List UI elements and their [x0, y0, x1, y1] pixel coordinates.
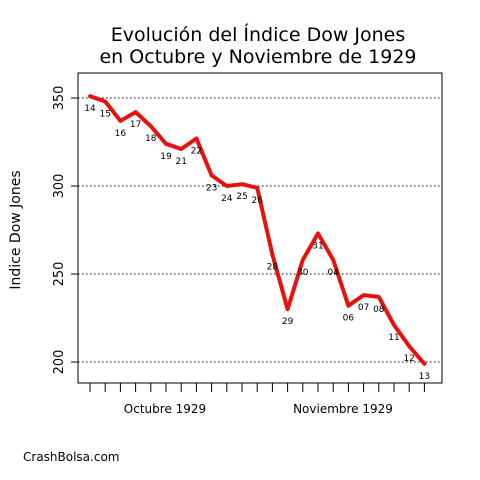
- point-label-14: 14: [84, 104, 96, 114]
- point-label-30: 30: [297, 268, 309, 278]
- point-label-29: 29: [282, 317, 294, 327]
- point-label-15: 15: [99, 110, 110, 120]
- point-label-26: 26: [251, 196, 263, 206]
- point-label-12: 12: [403, 354, 414, 364]
- point-label-31: 31: [312, 242, 323, 252]
- source-credit: CrashBolsa.com: [23, 450, 120, 464]
- point-label-13: 13: [419, 372, 430, 382]
- month-label-november: Noviembre 1929: [293, 402, 393, 416]
- y-tick-label-300: 300: [52, 174, 67, 199]
- chart-title-line-2: en Octubre y Noviembre de 1929: [99, 46, 416, 68]
- point-label-28: 28: [267, 263, 279, 273]
- point-label-19: 19: [160, 152, 172, 162]
- series-dow-jones: [88, 94, 427, 366]
- point-label-21: 21: [175, 157, 186, 167]
- point-label-07: 07: [358, 303, 369, 313]
- point-label-22: 22: [191, 146, 202, 156]
- point-label-23: 23: [206, 183, 217, 193]
- point-label-11: 11: [388, 333, 399, 343]
- point-label-06: 06: [343, 314, 355, 324]
- point-label-25: 25: [236, 192, 247, 202]
- point-label-24: 24: [221, 194, 233, 204]
- series-line: [88, 94, 427, 366]
- point-label-17: 17: [130, 120, 141, 130]
- point-label-04: 04: [327, 268, 339, 278]
- point-label-18: 18: [145, 134, 157, 144]
- plot-frame: [77, 72, 443, 384]
- point-label-08: 08: [373, 305, 385, 315]
- y-tick-label-350: 350: [52, 86, 67, 111]
- gridlines: [78, 97, 442, 363]
- y-tick-label-200: 200: [52, 350, 67, 375]
- chart-title-line-1: Evolución del Índice Dow Jones: [111, 23, 406, 46]
- month-label-october: Octubre 1929: [124, 402, 206, 416]
- x-axis: [89, 383, 425, 392]
- y-tick-label-250: 250: [52, 262, 67, 287]
- y-axis-label: Indice Dow Jones: [8, 170, 24, 289]
- y-axis: 200 250 300 350: [52, 86, 78, 375]
- point-label-16: 16: [115, 129, 127, 139]
